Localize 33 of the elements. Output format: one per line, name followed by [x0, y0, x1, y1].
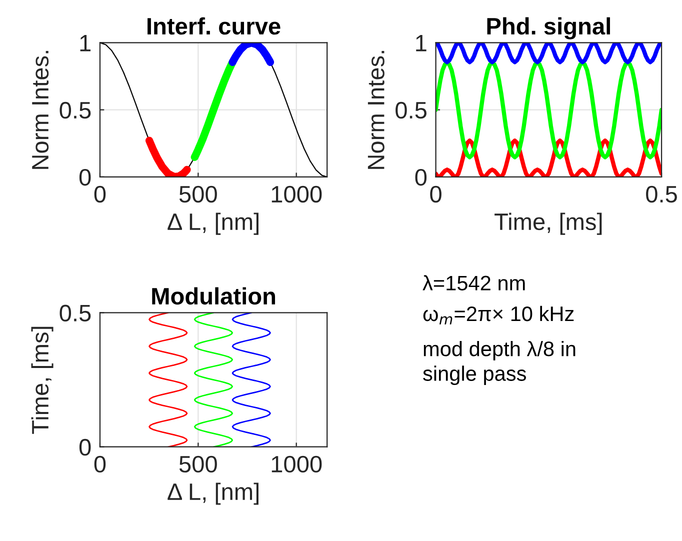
- line-series: [148, 312, 188, 447]
- chart-title: Phd. signal: [487, 17, 610, 40]
- x-tick-label: 1000: [272, 186, 322, 203]
- y-tick-label: 0.5: [60, 304, 91, 322]
- text: ω$_{m}$=2π× 10 kHz: [423, 306, 574, 324]
- x-tick-label: 0: [94, 186, 106, 203]
- y-axis-title: Time, [ms]: [31, 326, 54, 434]
- x-tick-label: 0.5: [646, 186, 677, 203]
- y-axis-title: Norm Intes.: [32, 50, 49, 169]
- text: λ=1542 nm: [422, 275, 525, 290]
- y-tick-label: 0.5: [396, 102, 426, 119]
- y-tick-label: 0: [415, 168, 427, 186]
- x-tick-label: 0: [430, 186, 442, 203]
- y-tick-label: 1: [80, 35, 90, 52]
- line-series: [436, 60, 662, 160]
- x-axis-title: Δ L, [nm]: [168, 482, 258, 505]
- chart-title: Interf. curve: [148, 17, 280, 35]
- y-axis-title: Norm Intes.: [368, 50, 384, 169]
- x-tick-label: 0: [94, 456, 106, 473]
- y-tick-label: 0: [79, 438, 91, 456]
- line-series: [232, 312, 271, 447]
- y-tick-label: 0.5: [60, 102, 91, 119]
- x-axis-title: Δ L, [nm]: [168, 212, 258, 235]
- text: single pass: [423, 366, 526, 386]
- y-tick-label: 1: [416, 35, 426, 52]
- y-tick-label: 0: [79, 168, 91, 186]
- chart-title: Modulation: [152, 287, 276, 305]
- text: mod depth λ/8 in: [424, 340, 576, 360]
- line-series: [194, 312, 234, 447]
- x-tick-label: 500: [179, 186, 217, 203]
- x-tick-label: 1000: [272, 456, 322, 473]
- x-axis-title: Time, [ms]: [494, 212, 602, 235]
- x-tick-label: 500: [179, 456, 217, 473]
